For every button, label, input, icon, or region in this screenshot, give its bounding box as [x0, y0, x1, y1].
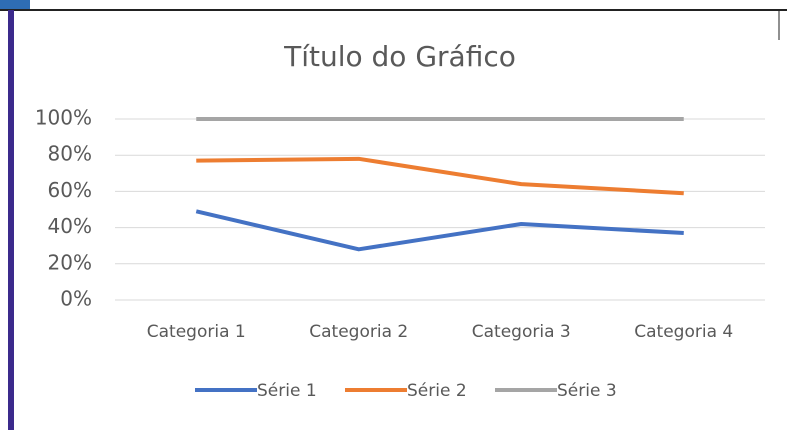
y-tick-label: 20% [48, 250, 92, 274]
y-tick-label: 100% [35, 106, 92, 130]
y-tick-label: 60% [48, 178, 92, 202]
x-tick-label: Categoria 4 [634, 322, 733, 342]
legend-label: Série 3 [557, 381, 617, 401]
series-line [196, 156, 684, 196]
y-tick-label: 40% [48, 214, 92, 238]
x-tick-label: Categoria 3 [472, 322, 571, 342]
chart-title: Título do Gráfico [283, 40, 516, 73]
legend-label: Série 1 [257, 381, 317, 401]
x-tick-label: Categoria 2 [309, 322, 408, 342]
left-border [8, 10, 14, 430]
series-line [195, 209, 684, 252]
y-tick-label: 80% [48, 142, 92, 166]
x-tick-label: Categoria 1 [147, 322, 246, 342]
corner-tab [0, 0, 30, 10]
y-tick-label: 0% [60, 287, 92, 311]
legend-label: Série 2 [407, 381, 467, 401]
